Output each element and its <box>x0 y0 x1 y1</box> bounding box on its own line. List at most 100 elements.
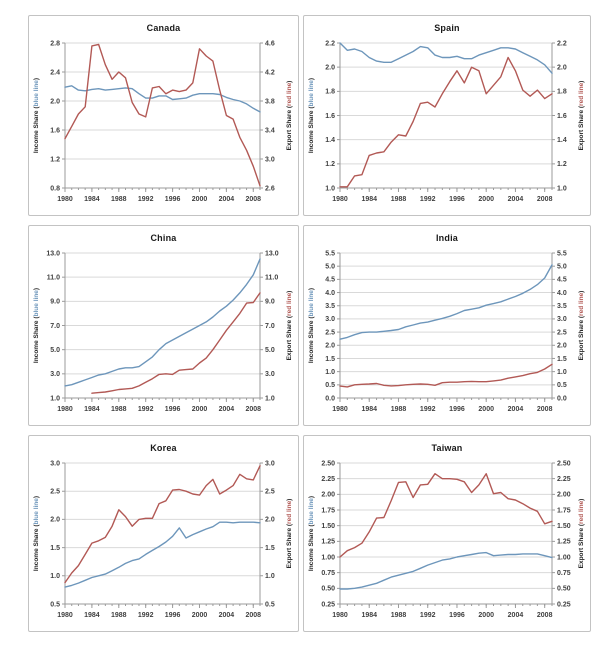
chart-title-china: China <box>150 233 177 243</box>
svg-text:Income Share (blue line): Income Share (blue line) <box>33 496 40 571</box>
svg-text:2000: 2000 <box>192 612 208 619</box>
svg-text:Export Share (red line): Export Share (red line) <box>578 499 585 569</box>
svg-text:1996: 1996 <box>165 406 181 413</box>
svg-text:2.0: 2.0 <box>557 343 567 350</box>
svg-text:2.8: 2.8 <box>50 40 60 47</box>
svg-text:1988: 1988 <box>391 612 407 619</box>
svg-text:Income Share (blue line): Income Share (blue line) <box>308 288 315 363</box>
svg-text:1.6: 1.6 <box>557 113 567 120</box>
svg-text:1980: 1980 <box>57 612 73 619</box>
svg-text:7.0: 7.0 <box>265 323 275 330</box>
svg-text:1984: 1984 <box>361 196 377 203</box>
svg-text:1996: 1996 <box>449 196 465 203</box>
svg-text:5.0: 5.0 <box>325 263 335 270</box>
svg-text:4.0: 4.0 <box>557 290 567 297</box>
svg-text:0.0: 0.0 <box>325 395 335 402</box>
line-chart-china: 1.0 1.0 3.0 3.0 5.0 5.0 7.0 7.0 9.0 9.0 11.0 11.0 13… <box>33 250 293 413</box>
chart-panel-india: India 0.0 0.0 0.5 0.5 1.0 1.0 1.5 1.5 2.0 2.0 2.5 2… <box>303 225 591 426</box>
svg-text:1.0: 1.0 <box>325 185 335 192</box>
chart-title-korea: Korea <box>150 443 177 453</box>
svg-text:2.5: 2.5 <box>265 489 275 496</box>
svg-text:Export Share (red line): Export Share (red line) <box>286 291 293 361</box>
svg-text:0.5: 0.5 <box>557 382 567 389</box>
svg-text:1.50: 1.50 <box>557 523 571 530</box>
svg-text:1.0: 1.0 <box>557 369 567 376</box>
svg-text:1996: 1996 <box>449 612 465 619</box>
svg-text:2.0: 2.0 <box>325 343 335 350</box>
chart-title-spain: Spain <box>434 23 460 33</box>
svg-text:2008: 2008 <box>537 196 553 203</box>
svg-text:Income Share (blue line): Income Share (blue line) <box>33 288 40 363</box>
svg-text:2004: 2004 <box>219 406 235 413</box>
svg-text:0.5: 0.5 <box>265 601 275 608</box>
svg-text:1.2: 1.2 <box>50 156 60 163</box>
svg-text:1.75: 1.75 <box>321 507 335 514</box>
line-chart-spain: 1.0 1.0 1.2 1.2 1.4 1.4 1.6 1.6 1.8 1.8 2.0 2.0 2.2 2… <box>308 40 585 203</box>
svg-text:2.25: 2.25 <box>321 476 335 483</box>
svg-text:1.75: 1.75 <box>557 507 571 514</box>
chart-title-india: India <box>435 233 458 243</box>
svg-text:1.0: 1.0 <box>557 185 567 192</box>
svg-text:1988: 1988 <box>391 196 407 203</box>
svg-text:2000: 2000 <box>478 406 494 413</box>
svg-text:3.0: 3.0 <box>265 460 275 467</box>
svg-text:2008: 2008 <box>245 406 261 413</box>
svg-text:1.2: 1.2 <box>325 161 335 168</box>
svg-text:4.5: 4.5 <box>325 277 335 284</box>
svg-text:0.0: 0.0 <box>557 395 567 402</box>
svg-text:0.50: 0.50 <box>321 586 335 593</box>
svg-text:5.5: 5.5 <box>557 250 567 257</box>
svg-text:1992: 1992 <box>420 612 436 619</box>
svg-text:0.8: 0.8 <box>50 185 60 192</box>
svg-text:0.25: 0.25 <box>321 601 335 608</box>
chart-title-taiwan: Taiwan <box>431 443 463 453</box>
svg-text:2004: 2004 <box>508 406 524 413</box>
svg-text:2.2: 2.2 <box>325 40 335 47</box>
svg-text:1984: 1984 <box>84 612 100 619</box>
svg-text:1.0: 1.0 <box>325 369 335 376</box>
svg-text:0.5: 0.5 <box>325 382 335 389</box>
svg-text:3.0: 3.0 <box>265 371 275 378</box>
svg-text:1.25: 1.25 <box>557 539 571 546</box>
svg-text:11.0: 11.0 <box>265 274 278 281</box>
svg-text:2.5: 2.5 <box>557 329 567 336</box>
svg-text:1980: 1980 <box>332 612 348 619</box>
svg-text:1.6: 1.6 <box>50 127 60 134</box>
svg-text:3.0: 3.0 <box>50 371 60 378</box>
svg-text:1992: 1992 <box>138 406 154 413</box>
svg-text:13.0: 13.0 <box>265 250 279 257</box>
svg-text:1.00: 1.00 <box>557 554 571 561</box>
svg-text:1984: 1984 <box>84 406 100 413</box>
svg-text:Export Share (red line): Export Share (red line) <box>286 499 293 569</box>
svg-text:2.00: 2.00 <box>557 492 571 499</box>
svg-text:1.00: 1.00 <box>321 554 335 561</box>
svg-text:0.75: 0.75 <box>321 570 335 577</box>
svg-text:3.5: 3.5 <box>325 303 335 310</box>
line-chart-korea: 0.5 0.5 1.0 1.0 1.5 1.5 2.0 2.0 2.5 2.5 3.0 3.0 1980… <box>33 460 293 619</box>
svg-text:2004: 2004 <box>508 612 524 619</box>
svg-text:5.0: 5.0 <box>557 263 567 270</box>
svg-text:3.0: 3.0 <box>50 460 60 467</box>
svg-text:1.4: 1.4 <box>557 137 567 144</box>
svg-text:0.50: 0.50 <box>557 586 571 593</box>
svg-text:5.5: 5.5 <box>325 250 335 257</box>
svg-text:1.5: 1.5 <box>557 356 567 363</box>
svg-text:1984: 1984 <box>361 406 377 413</box>
svg-text:2004: 2004 <box>508 196 524 203</box>
svg-text:1.25: 1.25 <box>321 539 335 546</box>
svg-text:1.0: 1.0 <box>265 573 275 580</box>
svg-text:2.2: 2.2 <box>557 40 567 47</box>
svg-text:2000: 2000 <box>192 196 208 203</box>
line-chart-india: 0.0 0.0 0.5 0.5 1.0 1.0 1.5 1.5 2.0 2.0 2.5 2.5 3.0 3… <box>308 250 585 413</box>
svg-text:4.6: 4.6 <box>265 40 275 47</box>
svg-text:1.5: 1.5 <box>325 356 335 363</box>
svg-text:2.5: 2.5 <box>50 489 60 496</box>
svg-text:0.25: 0.25 <box>557 601 571 608</box>
svg-text:1984: 1984 <box>361 612 377 619</box>
svg-text:1.5: 1.5 <box>50 545 60 552</box>
svg-text:2008: 2008 <box>245 196 261 203</box>
svg-text:3.8: 3.8 <box>265 98 275 105</box>
svg-text:1996: 1996 <box>165 612 181 619</box>
svg-text:2.0: 2.0 <box>265 517 275 524</box>
svg-text:Export Share (red line): Export Share (red line) <box>578 81 585 151</box>
